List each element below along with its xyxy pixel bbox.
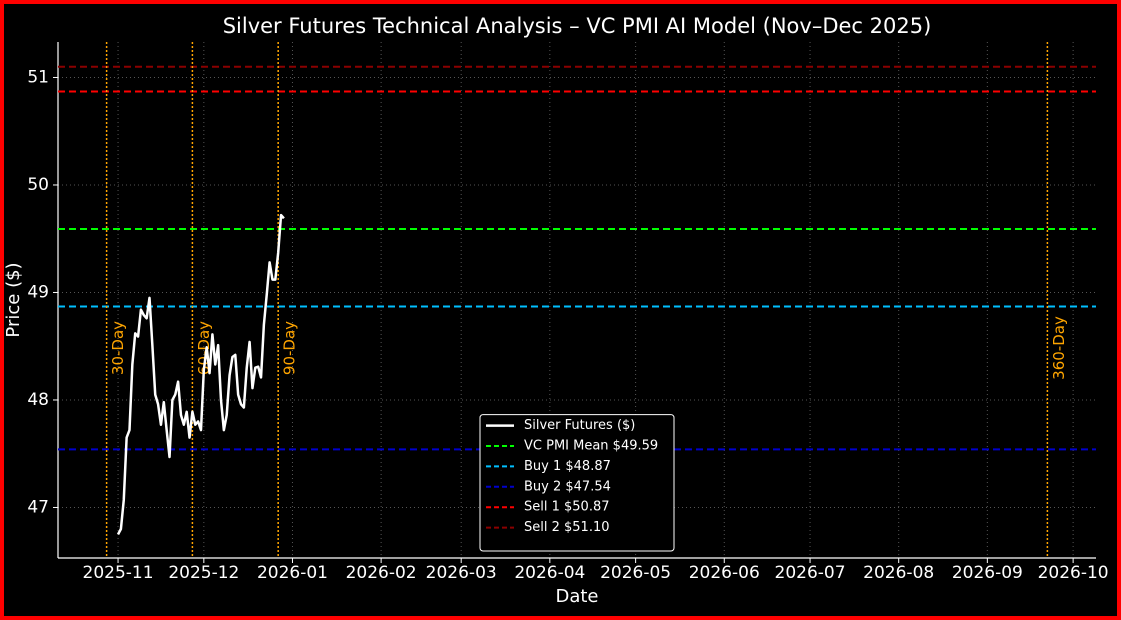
series-line [116, 213, 285, 535]
legend-label: Buy 2 $47.54 [524, 479, 611, 494]
legend-label: Sell 2 $51.10 [524, 520, 610, 535]
x-axis-label: Date [555, 586, 598, 607]
y-tick-label: 48 [27, 390, 49, 410]
x-tick-label: 2026-09 [952, 563, 1023, 583]
legend-label: Silver Futures ($) [524, 418, 635, 433]
y-tick-label: 50 [27, 175, 49, 195]
legend-box [479, 414, 675, 552]
x-tick-label: 2025-11 [83, 563, 154, 583]
x-tick-label: 2026-01 [257, 563, 328, 583]
legend-label: Sell 1 $50.87 [524, 500, 610, 515]
x-tick-label: 2026-06 [689, 563, 760, 583]
x-tick-label: 2026-07 [775, 563, 846, 583]
chart-title: Silver Futures Technical Analysis – VC P… [223, 14, 932, 38]
y-axis-label: Price ($) [3, 262, 24, 337]
x-tick-label: 2026-05 [600, 563, 671, 583]
marker-label: 90-Day [281, 321, 299, 375]
x-tick-label: 2026-10 [1038, 563, 1109, 583]
legend-label: VC PMI Mean $49.59 [524, 439, 658, 454]
x-tick-label: 2026-08 [863, 563, 934, 583]
x-tick-label: 2026-04 [514, 563, 585, 583]
y-tick-label: 47 [27, 497, 49, 517]
x-tick-label: 2025-12 [168, 563, 239, 583]
y-tick-label: 49 [27, 282, 49, 302]
x-tick-label: 2026-03 [426, 563, 497, 583]
legend-label: Buy 1 $48.87 [524, 459, 611, 474]
marker-label: 30-Day [109, 321, 127, 375]
y-tick-label: 51 [27, 67, 49, 87]
marker-label: 360-Day [1050, 316, 1068, 380]
x-tick-label: 2026-02 [346, 563, 417, 583]
